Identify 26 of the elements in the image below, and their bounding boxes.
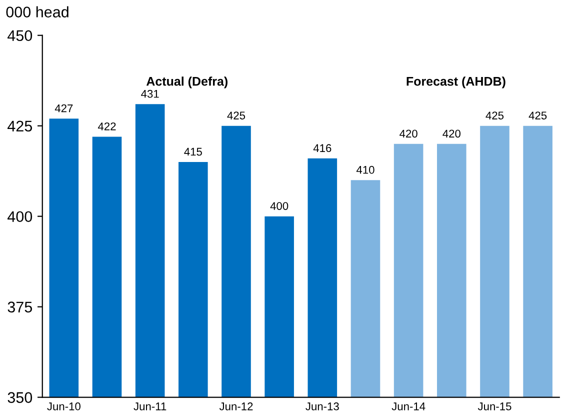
data-label: 400	[270, 202, 288, 210]
data-label: 422	[98, 122, 116, 130]
x-tick-label: Jun-11	[134, 402, 166, 410]
y-tick-label: 450	[8, 30, 32, 42]
data-label: 410	[356, 166, 374, 174]
x-tick-label: Jun-15	[478, 402, 512, 410]
x-tick-label: Jun-10	[47, 402, 80, 410]
data-label: 415	[184, 148, 202, 156]
data-label: 431	[141, 90, 159, 98]
data-label: 427	[54, 104, 73, 112]
data-label: 416	[313, 144, 332, 152]
x-tick-label: Jun-13	[306, 402, 339, 410]
data-label: 425	[227, 112, 246, 120]
y-tick-label: 400	[8, 211, 32, 222]
y-tick-label: 350	[8, 392, 32, 403]
y-axis-title: 000 head	[6, 6, 68, 18]
data-label: 425	[486, 112, 504, 120]
annotation: Actual (Defra)	[146, 76, 228, 88]
data-label: 420	[442, 130, 460, 138]
x-tick-label: Jun-14	[392, 402, 426, 410]
y-tick-label: 425	[8, 120, 32, 132]
data-label: 420	[400, 130, 418, 138]
x-tick-label: Jun-12	[219, 402, 253, 410]
y-tick-label: 375	[8, 302, 32, 312]
data-label: 425	[528, 112, 547, 120]
annotation: Forecast (AHDB)	[406, 76, 506, 88]
